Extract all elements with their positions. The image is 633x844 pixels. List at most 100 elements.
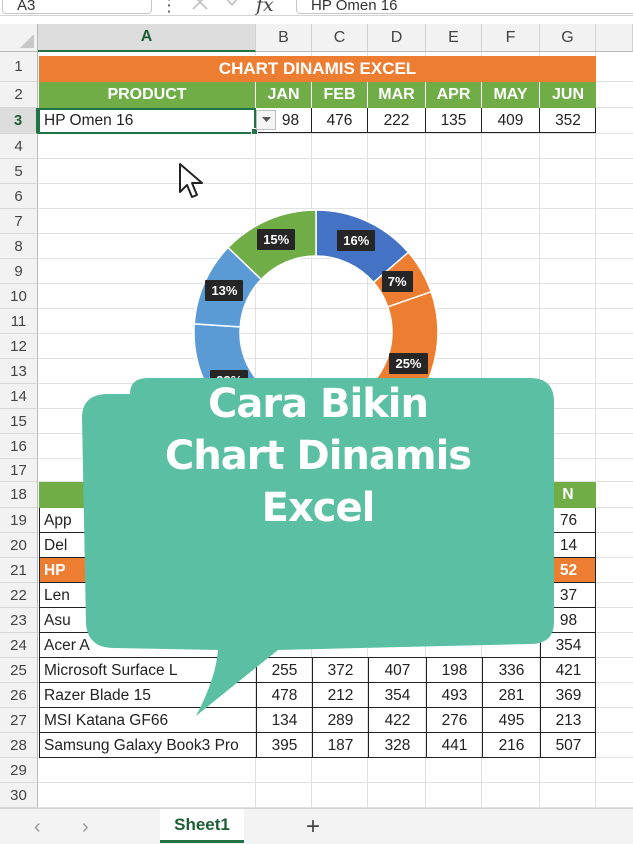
next-sheet-button[interactable]: ›	[82, 816, 89, 838]
add-sheet-button[interactable]: +	[306, 813, 321, 840]
row-header-25[interactable]: 25	[0, 658, 38, 683]
table-product[interactable]: Acer A	[44, 636, 90, 654]
row-header-15[interactable]: 15	[0, 409, 38, 434]
row-header-22[interactable]: 22	[0, 583, 38, 608]
sheet-title[interactable]: CHART DINAMIS EXCEL	[39, 56, 596, 82]
table-cell[interactable]: 507	[540, 733, 596, 758]
table-product[interactable]: Del	[44, 536, 68, 554]
row-header-23[interactable]: 23	[0, 608, 38, 633]
fill-handle[interactable]	[251, 128, 258, 135]
column-header-f[interactable]: F	[482, 24, 540, 52]
insert-function-button[interactable]: fx	[256, 0, 274, 16]
column-header-a[interactable]: A	[38, 24, 256, 52]
header-may[interactable]: MAY	[482, 82, 540, 108]
table-cell[interactable]: 372	[312, 658, 368, 683]
table-cell[interactable]: 216	[482, 733, 540, 758]
table-cell[interactable]: 281	[482, 683, 540, 708]
value-jan[interactable]: 98	[256, 108, 312, 133]
table-cell[interactable]: 255	[256, 658, 312, 683]
table-cell[interactable]: 395	[256, 733, 312, 758]
row-header-7[interactable]: 7	[0, 209, 38, 234]
table-cell[interactable]: 328	[368, 733, 426, 758]
prev-sheet-button[interactable]: ‹	[34, 816, 41, 838]
table-cell[interactable]: 422	[368, 708, 426, 733]
table-cell[interactable]: 407	[368, 658, 426, 683]
row-header-14[interactable]: 14	[0, 384, 38, 409]
row-header-9[interactable]: 9	[0, 259, 38, 284]
table-cell[interactable]: 336	[482, 658, 540, 683]
table-product[interactable]: Microsoft Surface L	[44, 661, 178, 679]
row-header-28[interactable]: 28	[0, 733, 38, 758]
row-header-24[interactable]: 24	[0, 633, 38, 658]
value-may[interactable]: 409	[482, 108, 540, 133]
table-cell[interactable]: 421	[540, 658, 596, 683]
value-mar[interactable]: 222	[368, 108, 426, 133]
row-header-20[interactable]: 20	[0, 533, 38, 558]
table-product[interactable]: App	[44, 511, 72, 529]
header-product[interactable]: PRODUCT	[39, 82, 256, 108]
row-header-8[interactable]: 8	[0, 234, 38, 259]
header-apr[interactable]: APR	[426, 82, 482, 108]
table-cell[interactable]: 212	[312, 683, 368, 708]
table-product[interactable]: Razer Blade 15	[44, 686, 151, 704]
header-jan[interactable]: JAN	[256, 82, 312, 108]
header-mar[interactable]: MAR	[368, 82, 426, 108]
row-header-29[interactable]: 29	[0, 758, 38, 783]
column-header-b[interactable]: B	[256, 24, 312, 52]
table-cell[interactable]: 276	[426, 708, 482, 733]
table-product[interactable]: Samsung Galaxy Book3 Pro	[44, 736, 239, 754]
table-product[interactable]: MSI Katana GF66	[44, 711, 169, 729]
enter-icon[interactable]	[224, 0, 244, 12]
row-header-21[interactable]: 21	[0, 558, 38, 583]
table-cell[interactable]: 198	[426, 658, 482, 683]
row-header-1[interactable]: 1	[0, 52, 38, 82]
table-product[interactable]: HP	[44, 561, 66, 579]
header-jun[interactable]: JUN	[540, 82, 596, 108]
value-apr[interactable]: 135	[426, 108, 482, 133]
row-header-13[interactable]: 13	[0, 359, 38, 384]
dropdown-button[interactable]	[256, 110, 276, 130]
row-header-17[interactable]: 17	[0, 459, 38, 482]
table-product[interactable]: Asu	[44, 611, 71, 629]
product-dropdown-cell[interactable]: HP Omen 16	[44, 111, 134, 129]
row-header-26[interactable]: 26	[0, 683, 38, 708]
table-cell[interactable]: 213	[540, 708, 596, 733]
cancel-icon[interactable]	[190, 0, 210, 12]
column-header-d[interactable]: D	[368, 24, 426, 52]
row-header-18[interactable]: 18	[0, 482, 38, 508]
table-product[interactable]: Len	[44, 586, 70, 604]
row-header-10[interactable]: 10	[0, 284, 38, 309]
column-header-h[interactable]	[596, 24, 633, 52]
column-header-g[interactable]: G	[540, 24, 596, 52]
table-cell[interactable]: 478	[256, 683, 312, 708]
table-cell[interactable]: 354	[540, 633, 596, 658]
row-header-27[interactable]: 27	[0, 708, 38, 733]
table-cell[interactable]: 493	[426, 683, 482, 708]
tab-sheet1[interactable]: Sheet1	[160, 809, 244, 843]
row-header-12[interactable]: 12	[0, 334, 38, 359]
select-all-button[interactable]	[0, 24, 38, 52]
more-icon[interactable]: ⋮	[160, 0, 178, 15]
table-cell[interactable]: 369	[540, 683, 596, 708]
table-cell[interactable]: 354	[368, 683, 426, 708]
row-header-16[interactable]: 16	[0, 434, 38, 459]
column-header-e[interactable]: E	[426, 24, 482, 52]
row-header-2[interactable]: 2	[0, 82, 38, 108]
table-cell[interactable]: 289	[312, 708, 368, 733]
row-header-5[interactable]: 5	[0, 159, 38, 184]
header-feb[interactable]: FEB	[312, 82, 368, 108]
table-cell[interactable]: 134	[256, 708, 312, 733]
row-header-11[interactable]: 11	[0, 309, 38, 334]
value-feb[interactable]: 476	[312, 108, 368, 133]
row-header-30[interactable]: 30	[0, 783, 38, 808]
value-jun[interactable]: 352	[555, 111, 581, 129]
column-header-c[interactable]: C	[312, 24, 368, 52]
row-header-3[interactable]: 3	[0, 108, 38, 134]
row-header-6[interactable]: 6	[0, 184, 38, 209]
formula-input[interactable]: HP Omen 16	[296, 0, 633, 14]
table-cell[interactable]: 495	[482, 708, 540, 733]
table-cell[interactable]: 441	[426, 733, 482, 758]
row-header-4[interactable]: 4	[0, 134, 38, 159]
row-header-19[interactable]: 19	[0, 508, 38, 533]
table-cell[interactable]: 187	[312, 733, 368, 758]
